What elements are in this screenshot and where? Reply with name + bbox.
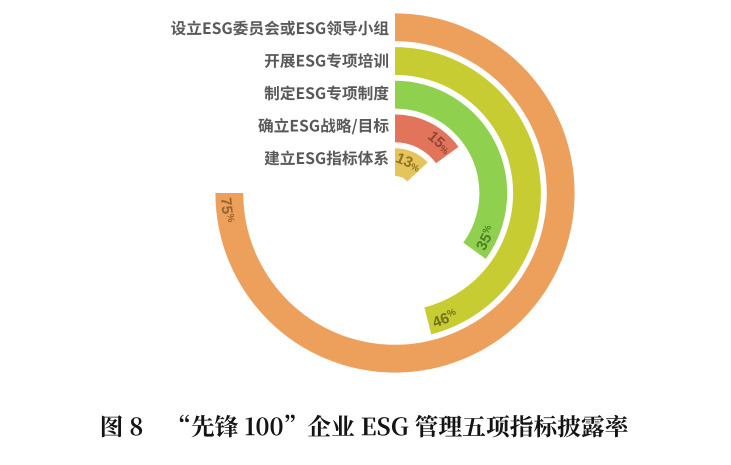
category-label-2 <box>264 85 389 101</box>
arc-bar-4 <box>395 148 428 182</box>
value-number-2: 35 <box>473 231 496 254</box>
value-number-0: 75 <box>217 197 236 215</box>
arc-bar-1 <box>395 47 541 335</box>
arc-bar-2 <box>395 80 508 259</box>
figure-caption <box>101 414 628 438</box>
value-label-0: 75% <box>217 197 237 224</box>
percent-sign-0: % <box>225 213 237 223</box>
category-label-0 <box>171 20 389 36</box>
category-label-1 <box>264 53 389 69</box>
value-number-4: 13 <box>393 149 415 171</box>
arc-bar-3 <box>395 114 459 164</box>
category-label-3 <box>258 117 389 135</box>
category-label-4 <box>264 150 389 166</box>
value-label-3: 15% <box>425 128 456 158</box>
value-number-1: 46 <box>430 309 452 331</box>
